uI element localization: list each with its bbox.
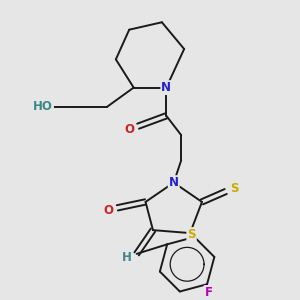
Text: H: H: [122, 251, 132, 264]
Text: N: N: [169, 176, 179, 189]
Text: S: S: [230, 182, 239, 195]
Text: HO: HO: [33, 100, 53, 113]
Text: F: F: [205, 286, 212, 299]
Text: O: O: [103, 204, 113, 217]
Text: N: N: [161, 81, 171, 94]
Text: O: O: [124, 123, 134, 136]
Text: S: S: [187, 228, 196, 241]
